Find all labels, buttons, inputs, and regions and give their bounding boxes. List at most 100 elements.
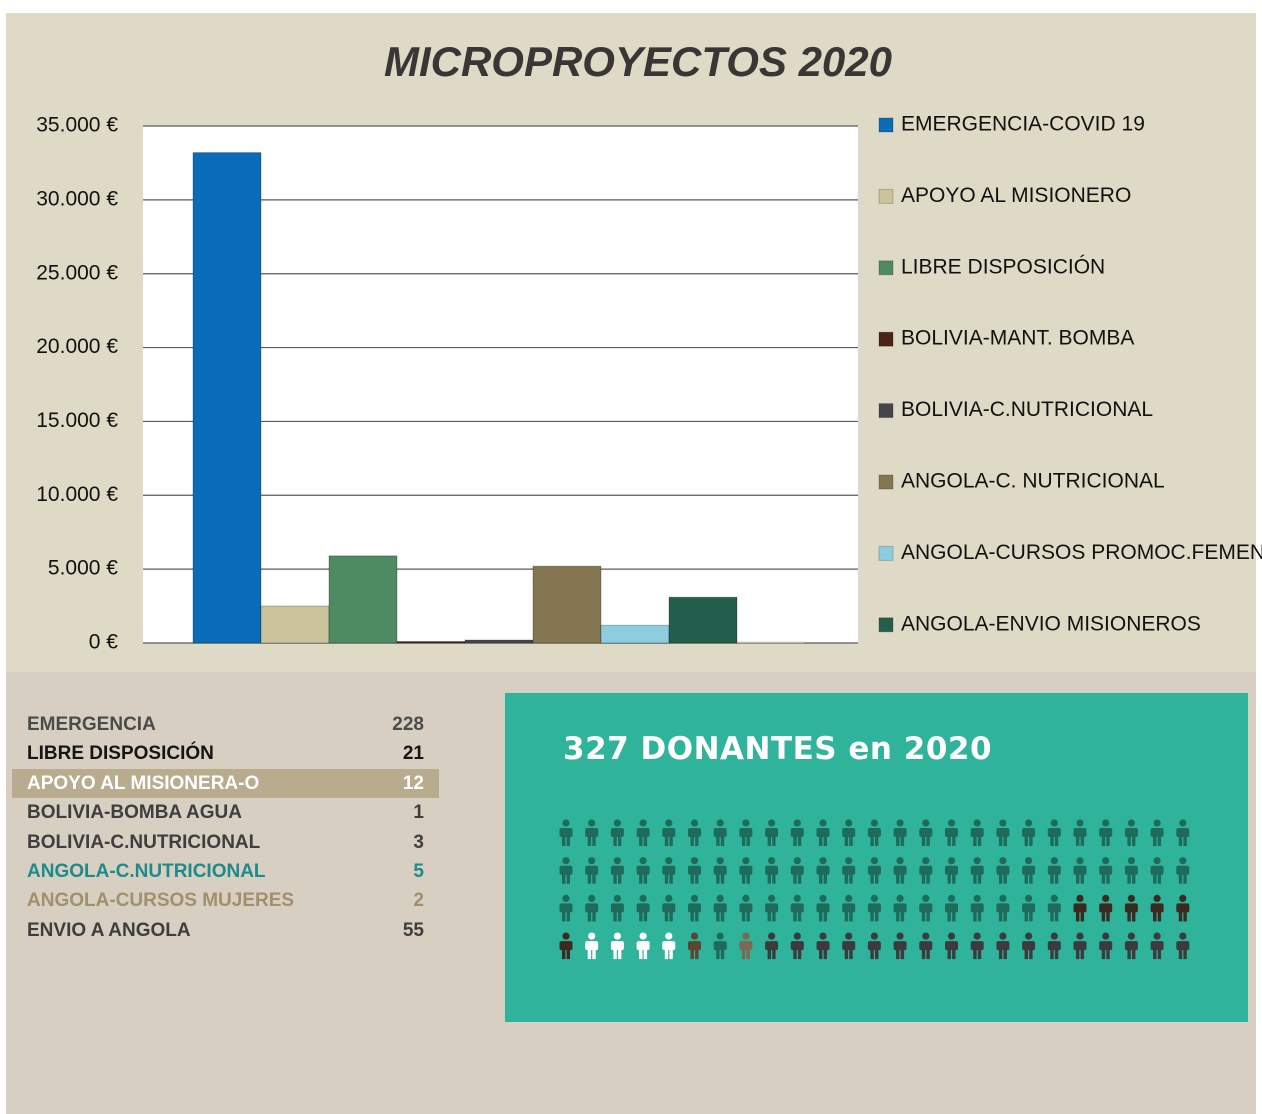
person-head (896, 819, 904, 827)
person-leg (720, 949, 725, 960)
person-body (1022, 941, 1036, 951)
bar (396, 641, 466, 644)
person-head (1050, 857, 1058, 865)
person-leg (926, 836, 930, 846)
person-body (662, 865, 676, 875)
person-body (585, 941, 599, 951)
person-body (688, 865, 701, 875)
person-body (1124, 865, 1138, 875)
person-head (1076, 857, 1084, 865)
person-icon (1124, 894, 1138, 922)
person-head (896, 932, 904, 940)
person-head (922, 857, 930, 865)
person-leg (566, 911, 570, 922)
person-head (1127, 819, 1135, 827)
person-leg (1076, 911, 1080, 922)
person-body (919, 865, 933, 875)
person-icon (945, 932, 958, 960)
person-head (768, 857, 776, 865)
y-tick-label: 0 € (89, 631, 119, 654)
person-leg (643, 836, 648, 846)
person-icon (559, 819, 573, 846)
person-head (870, 819, 878, 827)
person-leg (566, 836, 570, 846)
person-leg (587, 911, 592, 922)
person-icon (713, 857, 727, 884)
person-icon (765, 819, 779, 846)
person-head (1127, 894, 1135, 902)
person-body (842, 828, 856, 837)
person-leg (1003, 949, 1007, 960)
person-leg (1024, 949, 1028, 960)
person-icon (610, 894, 624, 922)
person-body (688, 828, 701, 837)
person-head (690, 819, 699, 827)
person-leg (767, 836, 771, 846)
legend-swatch (878, 617, 894, 633)
person-leg (562, 911, 566, 922)
person-body (842, 865, 856, 875)
person-leg (746, 949, 750, 960)
person-leg (1101, 911, 1106, 922)
person-head (1102, 894, 1110, 902)
person-leg (618, 836, 622, 846)
person-leg (741, 873, 746, 884)
person-icon (1047, 819, 1061, 846)
person-body (1022, 865, 1036, 875)
person-head (947, 819, 956, 827)
person-leg (664, 949, 669, 960)
person-leg (947, 836, 951, 846)
person-icon (1124, 857, 1138, 884)
person-body (636, 903, 650, 913)
person-body (893, 903, 907, 913)
person-head (716, 932, 724, 940)
person-leg (1029, 836, 1033, 846)
person-body (1150, 941, 1164, 951)
person-head (793, 819, 801, 827)
person-leg (592, 836, 596, 846)
person-body (1099, 865, 1113, 875)
person-leg (1127, 836, 1131, 846)
person-body (790, 828, 804, 837)
person-leg (1127, 911, 1131, 922)
project-name: EMERGENCIA (27, 714, 156, 735)
person-icon (1047, 894, 1061, 922)
person-leg (823, 873, 827, 884)
person-leg (870, 836, 874, 846)
person-icon (765, 932, 779, 960)
person-icon (1022, 819, 1036, 846)
person-leg (896, 836, 900, 846)
person-head (613, 857, 621, 865)
person-body (1176, 828, 1190, 837)
person-head (793, 857, 801, 865)
person-body (1150, 828, 1164, 837)
person-leg (1178, 873, 1183, 884)
person-icon (893, 894, 907, 922)
person-icon (1176, 857, 1190, 884)
person-leg (870, 873, 874, 884)
person-head (1102, 932, 1110, 940)
person-head (639, 894, 647, 902)
person-icon (816, 894, 830, 922)
person-leg (823, 949, 827, 960)
person-head (742, 932, 750, 940)
person-icon (842, 894, 856, 922)
person-body (1047, 828, 1061, 837)
person-icon (842, 819, 856, 846)
person-icon (739, 819, 753, 846)
person-body (610, 941, 624, 951)
person-body (739, 828, 753, 837)
person-leg (613, 949, 617, 960)
person-head (1179, 894, 1187, 902)
person-body (945, 865, 958, 875)
person-leg (643, 949, 648, 960)
person-head (896, 894, 904, 902)
person-leg (562, 836, 566, 846)
chart-title: MICROPROYECTOS 2020 (384, 38, 892, 85)
person-icon (1099, 894, 1113, 922)
legend-label: ANGOLA-C. NUTRICIONAL (901, 470, 1165, 493)
person-icon (585, 857, 599, 884)
person-body (842, 941, 856, 951)
person-leg (690, 911, 694, 922)
person-body (739, 941, 753, 951)
